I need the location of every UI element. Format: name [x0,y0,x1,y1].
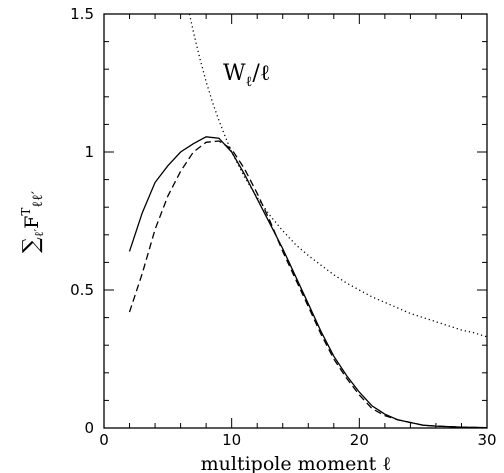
x-tick-label: 10 [222,431,241,449]
series-dotted-line [188,13,488,338]
x-tick-label: 30 [477,431,496,449]
series-dashed-line [128,140,488,429]
x-tick-label: 0 [99,431,109,449]
plot-frame [103,13,488,429]
y-tick-label: 0.5 [70,281,94,299]
x-tick-label: 20 [350,431,369,449]
tick-marks [103,13,488,429]
series-solid-line [128,136,488,429]
y-tick-label: 1.5 [70,5,94,23]
y-tick-label: 1 [84,143,94,161]
curve-annotation: Wℓ/ℓ [223,61,270,90]
y-axis-label: ∑ℓ′FTℓℓ′ [19,191,46,253]
x-axis-label: multipole moment ℓ [201,453,392,473]
series-group [128,13,488,429]
y-tick-label: 0 [84,419,94,437]
tick-labels: 0 10 20 30 0 0.5 1 1.5 [70,5,496,449]
